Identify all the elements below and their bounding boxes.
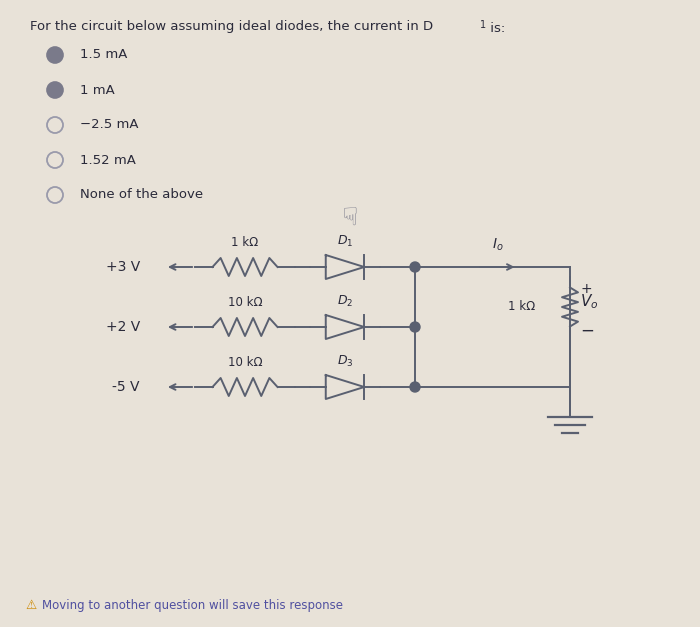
Circle shape [410,322,420,332]
Text: None of the above: None of the above [80,189,203,201]
Circle shape [410,382,420,392]
Text: 1 mA: 1 mA [80,83,115,97]
Text: 1.52 mA: 1.52 mA [80,154,136,167]
Text: 1.5 mA: 1.5 mA [80,48,127,61]
Text: −: − [580,322,594,340]
Text: 1 kΩ: 1 kΩ [232,236,258,249]
Circle shape [47,82,63,98]
Text: Moving to another question will save this response: Moving to another question will save thi… [42,599,343,611]
Text: ⚠: ⚠ [25,599,36,611]
Text: 1 kΩ: 1 kΩ [508,300,535,314]
Text: +: + [580,282,592,296]
Text: −2.5 mA: −2.5 mA [80,119,139,132]
Text: 10 kΩ: 10 kΩ [228,356,262,369]
Text: is:: is: [486,22,505,35]
Text: $I_o$: $I_o$ [491,236,503,253]
Text: $D_2$: $D_2$ [337,294,353,309]
Text: $D_1$: $D_1$ [337,234,354,249]
Text: +2 V: +2 V [106,320,140,334]
Circle shape [47,47,63,63]
Text: +3 V: +3 V [106,260,140,274]
Text: 1: 1 [480,20,486,30]
Text: ☞: ☞ [333,206,357,228]
Text: 10 kΩ: 10 kΩ [228,296,262,309]
Text: $V_o$: $V_o$ [580,293,598,312]
Text: -5 V: -5 V [113,380,140,394]
Text: For the circuit below assuming ideal diodes, the current in D: For the circuit below assuming ideal dio… [30,20,433,33]
Circle shape [410,262,420,272]
Text: $D_3$: $D_3$ [337,354,354,369]
